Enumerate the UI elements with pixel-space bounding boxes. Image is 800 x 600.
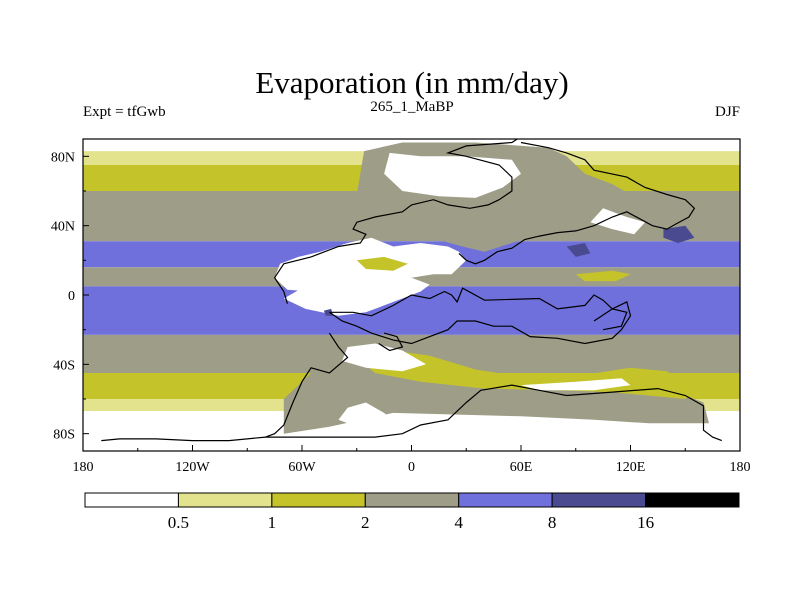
evaporation-region xyxy=(323,308,333,316)
x-axis: 180 120W 60W 0 60E 120E 180 xyxy=(73,445,751,475)
evaporation-region xyxy=(575,270,631,282)
x-tick-label: 120W xyxy=(175,460,210,475)
coastline xyxy=(593,308,628,331)
legend-level-label: 8 xyxy=(548,513,557,532)
legend-level-label: 4 xyxy=(454,513,463,532)
legend-level-label: 16 xyxy=(637,513,654,532)
legend-level-label: 1 xyxy=(268,513,277,532)
legend-swatch xyxy=(271,492,366,508)
x-tick-label: 60E xyxy=(510,460,533,475)
y-tick-label: 80S xyxy=(53,428,75,443)
x-tick-label: 60W xyxy=(288,460,316,475)
evaporation-region xyxy=(521,378,631,391)
legend-level-label: 0.5 xyxy=(168,513,189,532)
coastline xyxy=(378,332,404,352)
legend-swatch xyxy=(458,492,553,508)
y-tick-label: 0 xyxy=(68,289,75,304)
coastline-layer xyxy=(101,139,723,442)
evaporation-region xyxy=(283,277,430,316)
evaporation-region xyxy=(338,402,403,431)
legend-swatch xyxy=(177,492,273,508)
evaporation-region xyxy=(356,256,408,271)
evaporation-region xyxy=(384,152,521,198)
coastline xyxy=(329,287,632,345)
chart-title: Evaporation (in mm/day) xyxy=(255,65,568,100)
x-tick-label: 0 xyxy=(408,460,415,475)
y-tick-label: 80N xyxy=(51,150,75,165)
legend-swatch xyxy=(84,492,179,508)
legend-swatch xyxy=(551,492,647,508)
y-tick-label: 40S xyxy=(53,358,75,373)
legend-level-label: 2 xyxy=(361,513,370,532)
evaporation-region xyxy=(590,208,646,235)
legend-swatch xyxy=(645,492,740,508)
evaporation-region xyxy=(566,243,591,257)
x-tick-label: 180 xyxy=(73,460,94,475)
x-tick-label: 120E xyxy=(616,460,646,475)
coastline xyxy=(273,139,518,304)
subtitle-right: DJF xyxy=(715,104,740,120)
x-tick-label: 180 xyxy=(730,460,751,475)
y-tick-label: 40N xyxy=(51,220,75,235)
coastline xyxy=(101,436,266,442)
y-axis: 80N 40N 0 40S 80S xyxy=(51,150,89,443)
map-fill-layer xyxy=(83,139,740,451)
coastline xyxy=(458,141,696,265)
legend-swatch xyxy=(364,492,460,508)
subtitle-left: Expt = tfGwb xyxy=(83,104,166,120)
evaporation-region xyxy=(663,225,695,243)
evaporation-region xyxy=(342,343,427,372)
color-legend: 0.5 1 2 4 8 16 xyxy=(84,492,740,532)
subtitle-center: 265_1_MaBP xyxy=(370,99,453,115)
coastline xyxy=(265,332,723,442)
